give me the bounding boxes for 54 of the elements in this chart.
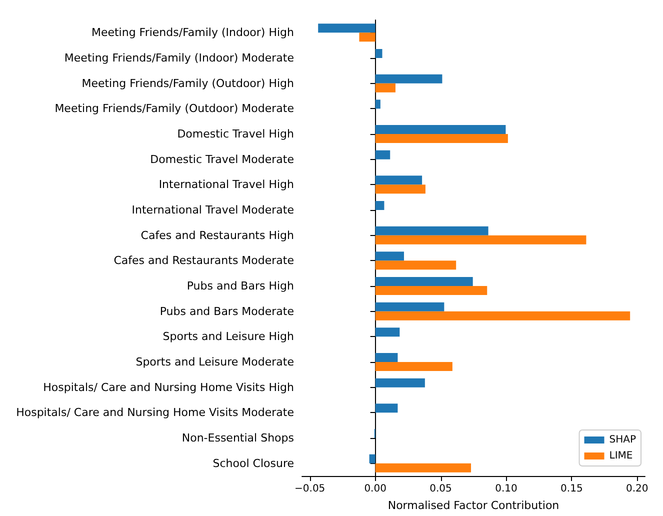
x-tick-label: −0.05 — [294, 484, 326, 494]
bar — [369, 454, 376, 464]
bar — [375, 125, 506, 134]
bar — [375, 302, 444, 312]
y-tick-label: Sports and Leisure Moderate — [136, 356, 294, 368]
legend-label: LIME — [609, 450, 633, 462]
bar — [375, 134, 508, 143]
x-tick-label: 0.10 — [495, 484, 518, 494]
bar — [375, 311, 630, 320]
x-axis-title: Normalised Factor Contribution — [388, 499, 560, 512]
bar — [375, 378, 425, 388]
x-tick-label: 0.15 — [560, 484, 583, 494]
bar — [375, 100, 380, 109]
bar — [375, 74, 442, 84]
y-tick-label: Meeting Friends/Family (Outdoor) Moderate — [54, 102, 294, 116]
bar — [375, 83, 396, 92]
bar — [375, 362, 452, 371]
bar — [375, 49, 382, 58]
x-tick-label: 0.20 — [626, 484, 648, 494]
y-tick-label: Pubs and Bars Moderate — [160, 304, 294, 318]
bar — [375, 176, 422, 185]
x-tick-label: 0.00 — [364, 484, 386, 494]
bar — [375, 277, 473, 286]
legend-label: SHAP — [609, 434, 636, 446]
y-tick-label: Meeting Friends/Family (Indoor) High — [91, 26, 294, 40]
y-tick-label: Meeting Friends/Family (Outdoor) High — [82, 76, 294, 90]
bar — [375, 226, 488, 236]
bar — [375, 328, 400, 337]
y-tick-label: International Travel Moderate — [132, 204, 294, 216]
bar — [375, 260, 456, 270]
bar — [375, 463, 472, 472]
bar — [375, 150, 390, 160]
bar — [359, 32, 376, 42]
y-tick-label: Pubs and Bars High — [186, 280, 294, 292]
bar — [375, 404, 398, 413]
bar — [318, 24, 376, 33]
bar — [375, 235, 586, 244]
y-tick-label: Meeting Friends/Family (Indoor) Moderate — [64, 52, 294, 64]
bar — [375, 201, 384, 210]
y-tick-label: International Travel High — [158, 178, 294, 192]
y-tick-label: Cafes and Restaurants Moderate — [114, 254, 294, 268]
y-tick-label: Domestic Travel Moderate — [150, 152, 294, 166]
x-tick-label: 0.05 — [430, 484, 452, 494]
bar — [375, 252, 404, 261]
bar — [375, 353, 398, 362]
y-tick-label: Domestic Travel High — [177, 128, 294, 140]
y-tick-label: Non-Essential Shops — [182, 432, 294, 444]
bar — [375, 184, 426, 194]
y-tick-label: Cafes and Restaurants High — [140, 228, 294, 242]
y-tick-label: Hospitals/ Care and Nursing Home Visits High — [43, 380, 294, 394]
y-tick-label: Sports and Leisure High — [162, 330, 294, 344]
bar — [375, 286, 488, 295]
y-tick-label: School Closure — [212, 456, 294, 470]
y-tick-label: Hospitals/ Care and Nursing Home Visits Moderate — [16, 406, 294, 420]
